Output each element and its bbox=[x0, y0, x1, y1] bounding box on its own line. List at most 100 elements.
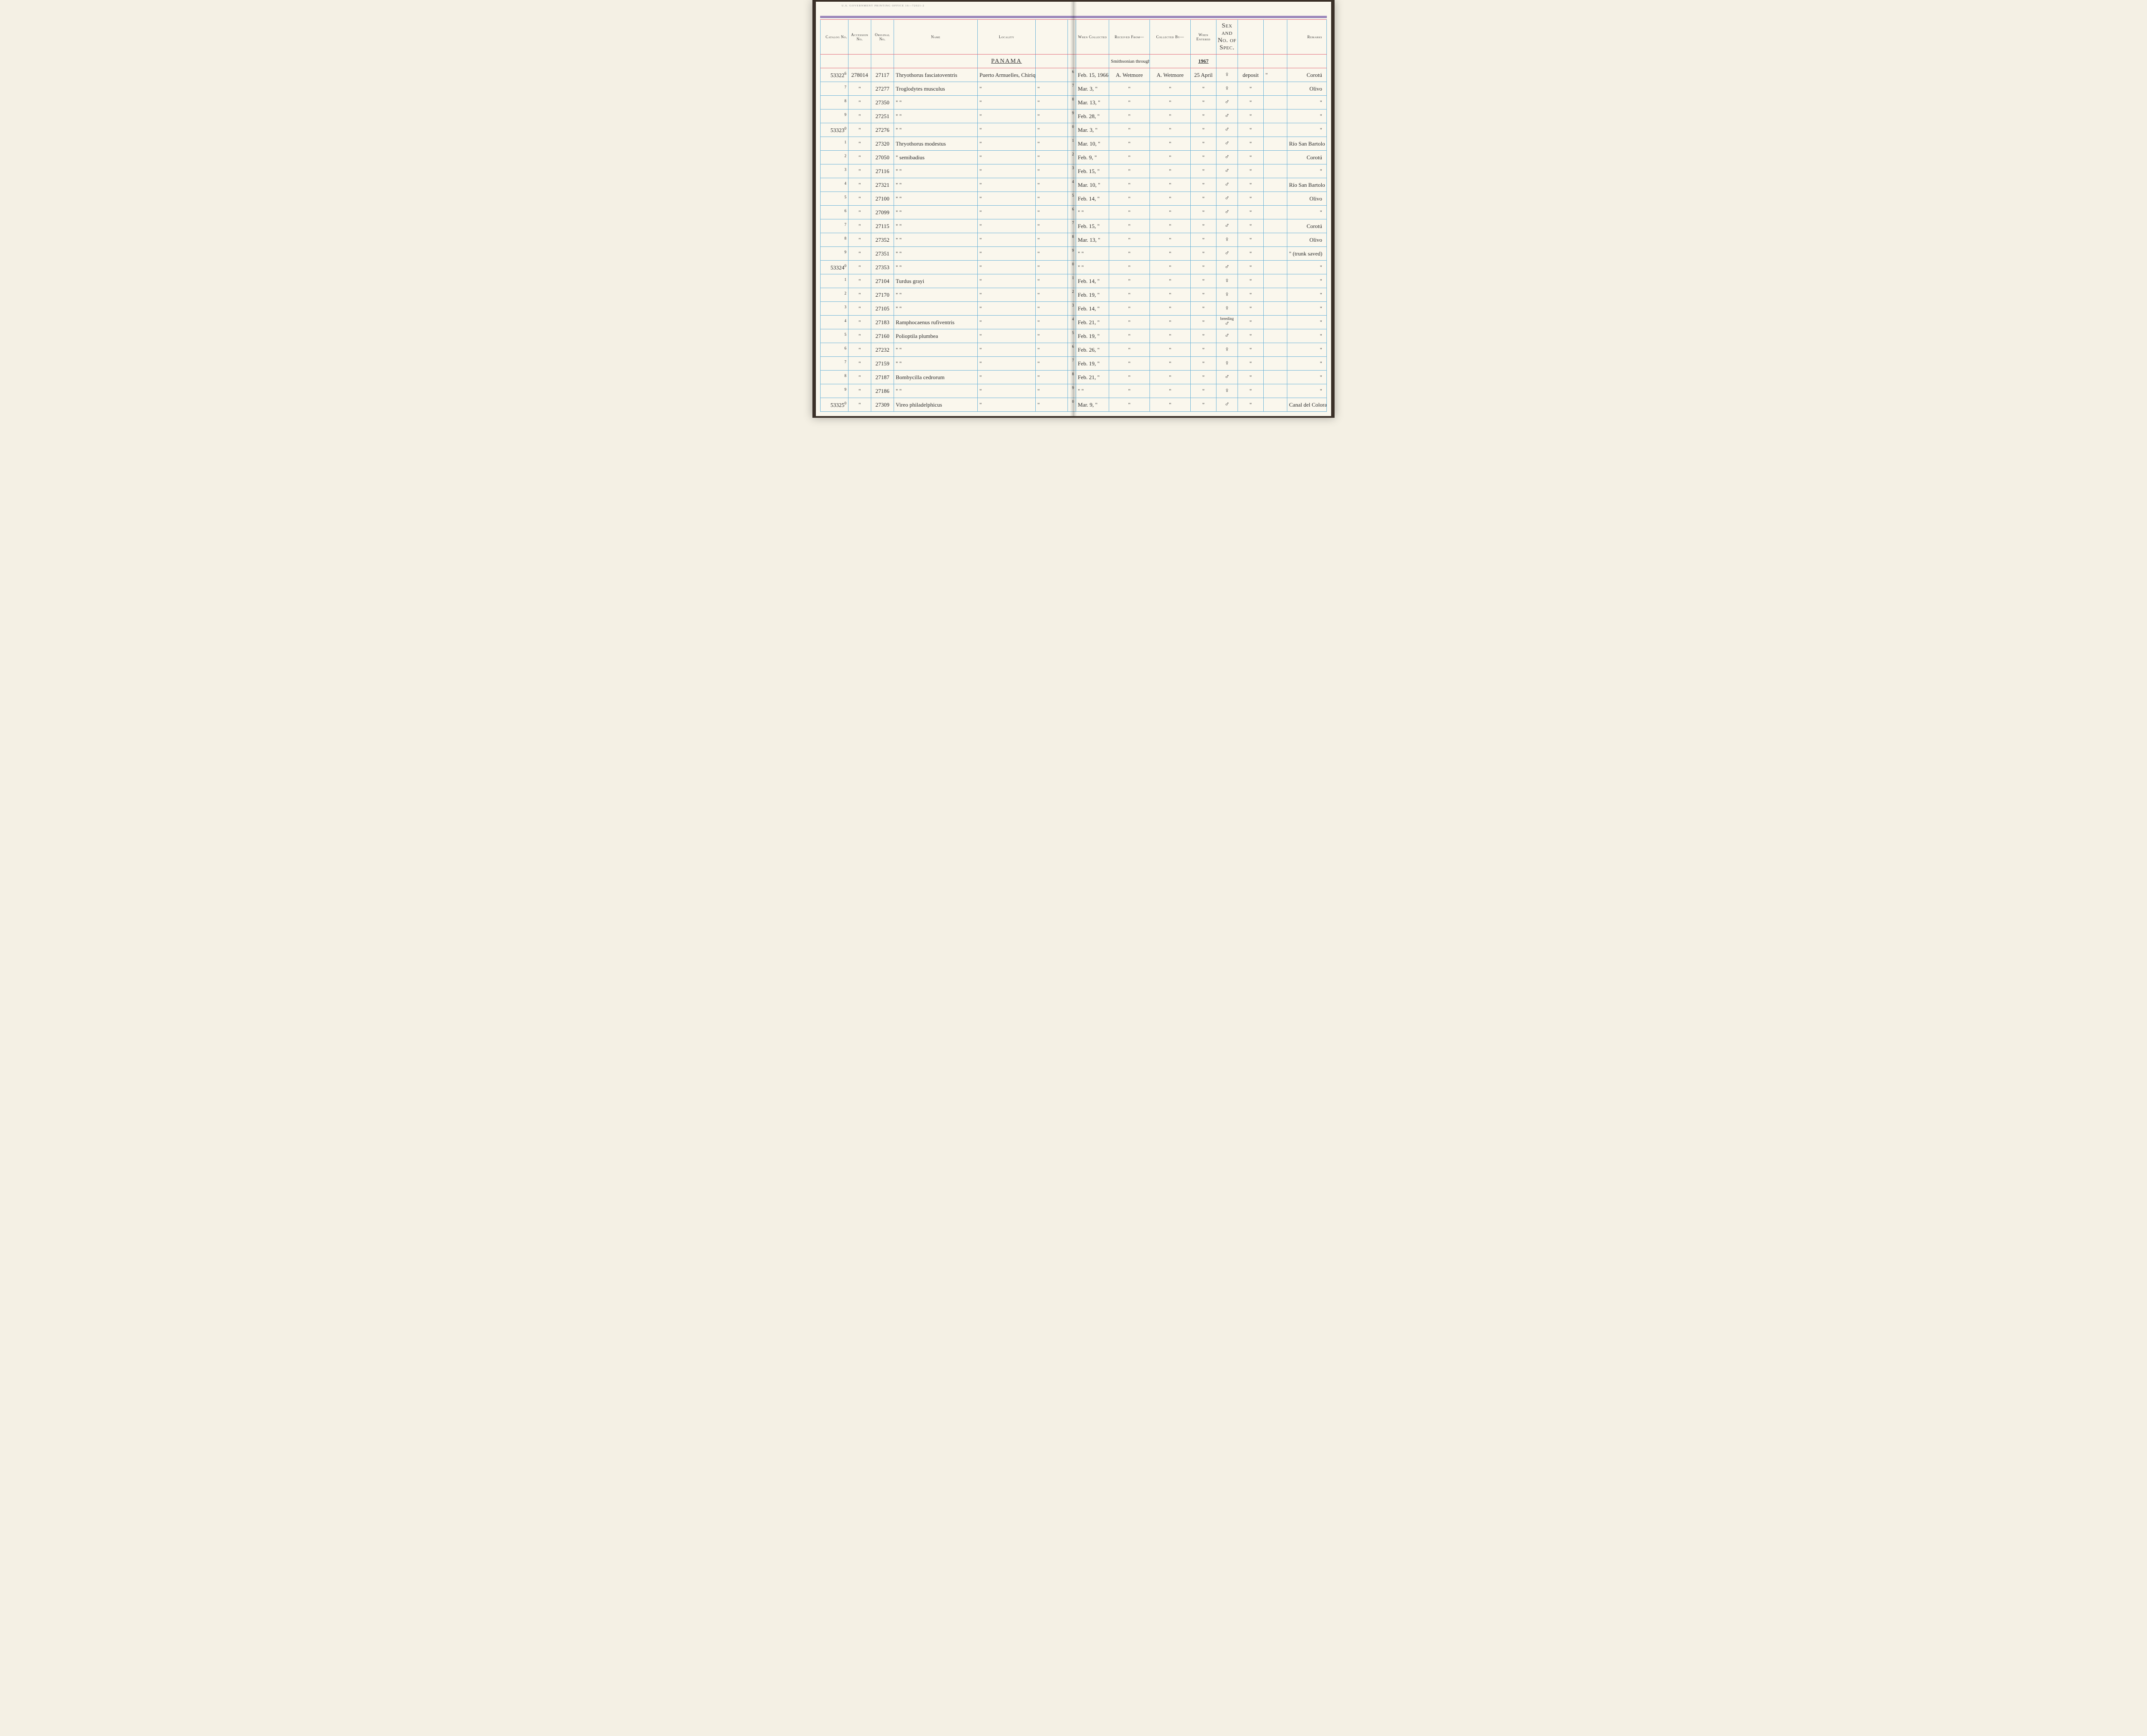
cell-name: " " bbox=[894, 219, 978, 233]
cell-locality: " bbox=[978, 178, 1036, 192]
cell-name: Polioptila plumbea bbox=[894, 329, 978, 343]
cell-entered: " bbox=[1191, 96, 1216, 109]
cell-blank3 bbox=[1264, 357, 1287, 371]
cell-blank1: " bbox=[1036, 233, 1068, 247]
cell-blank1: " bbox=[1036, 206, 1068, 219]
cell-original: 27187 bbox=[871, 371, 894, 384]
cell-collby: " bbox=[1150, 137, 1191, 151]
cell-entered: " bbox=[1191, 137, 1216, 151]
cell-name: Troglodytes musculus bbox=[894, 82, 978, 96]
cell-remarks: " bbox=[1287, 343, 1327, 357]
cell-sex: ♂ bbox=[1216, 219, 1238, 233]
cell-collected: Feb. 9, " bbox=[1076, 151, 1109, 164]
cell-blank1: " bbox=[1036, 357, 1068, 371]
cell-sup: 3 bbox=[1068, 302, 1076, 316]
cell-sup: 4 bbox=[1068, 178, 1076, 192]
cell-original: 27160 bbox=[871, 329, 894, 343]
cell-accession: " bbox=[848, 357, 871, 371]
cell-collby: " bbox=[1150, 164, 1191, 178]
cell-received: " bbox=[1109, 398, 1150, 412]
cell-original: 27104 bbox=[871, 274, 894, 288]
col-header-locality: Locality bbox=[978, 20, 1036, 55]
cell-blank2: " bbox=[1238, 151, 1264, 164]
cell-blank2: " bbox=[1238, 302, 1264, 316]
cell-collby: " bbox=[1150, 151, 1191, 164]
cell-blank1: " bbox=[1036, 82, 1068, 96]
cell-blank2: " bbox=[1238, 164, 1264, 178]
cell-received: " bbox=[1109, 219, 1150, 233]
table-row: 533250"27309Vireo philadelphicus""0Mar. … bbox=[821, 398, 1327, 412]
cell-accession: " bbox=[848, 329, 871, 343]
cell-accession: " bbox=[848, 137, 871, 151]
cell-catalog: 5 bbox=[821, 329, 848, 343]
cell-original: 27116 bbox=[871, 164, 894, 178]
cell-blank3 bbox=[1264, 219, 1287, 233]
cell-blank3 bbox=[1264, 274, 1287, 288]
cell-collected: Feb. 28, " bbox=[1076, 109, 1109, 123]
table-row: 3"27105" """3Feb. 14, """"♀"" bbox=[821, 302, 1327, 316]
col-header-sup bbox=[1068, 20, 1076, 55]
cell-remarks: " bbox=[1287, 261, 1327, 274]
cell-blank1: " bbox=[1036, 316, 1068, 329]
col-header-sex: Sex and No. of Spec. bbox=[1216, 20, 1238, 55]
cell-blank3 bbox=[1264, 329, 1287, 343]
locality-section-title: PANAMA bbox=[991, 58, 1022, 64]
cell-catalog: 8 bbox=[821, 96, 848, 109]
cell-blank3 bbox=[1264, 343, 1287, 357]
cell-original: 27350 bbox=[871, 96, 894, 109]
table-row: 4"27183Ramphocaenus rufiventris""4Feb. 2… bbox=[821, 316, 1327, 329]
table-row: 9"27251" """9Feb. 28, """"♂"" bbox=[821, 109, 1327, 123]
cell-collected: " " bbox=[1076, 384, 1109, 398]
cell-name: " " bbox=[894, 288, 978, 302]
cell-name: Ramphocaenus rufiventris bbox=[894, 316, 978, 329]
cell-entered: " bbox=[1191, 151, 1216, 164]
cell-received: " bbox=[1109, 123, 1150, 137]
cell-received: " bbox=[1109, 384, 1150, 398]
cell-remarks: " bbox=[1287, 357, 1327, 371]
table-row: 7"27159" """7Feb. 19, """"♀"" bbox=[821, 357, 1327, 371]
cell-sex: ♂ bbox=[1216, 164, 1238, 178]
cell-catalog: 6 bbox=[821, 206, 848, 219]
cell-entered: " bbox=[1191, 233, 1216, 247]
cell-sup: 4 bbox=[1068, 316, 1076, 329]
cell-original: 27251 bbox=[871, 109, 894, 123]
cell-sex: ♂ bbox=[1216, 178, 1238, 192]
cell-blank2: " bbox=[1238, 357, 1264, 371]
cell-locality: " bbox=[978, 261, 1036, 274]
cell-blank3 bbox=[1264, 384, 1287, 398]
cell-collected: " " bbox=[1076, 247, 1109, 261]
cell-name: Thryothorus modestus bbox=[894, 137, 978, 151]
cell-blank1: " bbox=[1036, 164, 1068, 178]
cell-locality: " bbox=[978, 288, 1036, 302]
cell-accession: " bbox=[848, 96, 871, 109]
cell-blank1: " bbox=[1036, 219, 1068, 233]
cell-sex: ♂ bbox=[1216, 109, 1238, 123]
cell-name: Vireo philadelphicus bbox=[894, 398, 978, 412]
cell-sup: 1 bbox=[1068, 137, 1076, 151]
cell-blank2: " bbox=[1238, 384, 1264, 398]
cell-sup: 8 bbox=[1068, 233, 1076, 247]
cell-remarks: " bbox=[1287, 329, 1327, 343]
table-row: 9"27186" """9" """"♀"" bbox=[821, 384, 1327, 398]
cell-collected: Mar. 10, " bbox=[1076, 137, 1109, 151]
cell-blank3 bbox=[1264, 82, 1287, 96]
cell-blank1: " bbox=[1036, 151, 1068, 164]
cell-original: 27115 bbox=[871, 219, 894, 233]
cell-sex: ♀ bbox=[1216, 288, 1238, 302]
cell-received: " bbox=[1109, 247, 1150, 261]
cell-blank3 bbox=[1264, 109, 1287, 123]
table-head: Catalog No. Accession No. Original No. N… bbox=[821, 20, 1327, 55]
cell-original: 27232 bbox=[871, 343, 894, 357]
table-row: 5"27100" """5Feb. 14, """"♂"Olivo bbox=[821, 192, 1327, 206]
cell-received: " bbox=[1109, 164, 1150, 178]
cell-name: " " bbox=[894, 247, 978, 261]
cell-sup: 5 bbox=[1068, 329, 1076, 343]
cell-collected: Feb. 14, " bbox=[1076, 302, 1109, 316]
cell-name: Thryothorus fasciatoventris bbox=[894, 68, 978, 82]
cell-received: " bbox=[1109, 274, 1150, 288]
cell-blank3 bbox=[1264, 261, 1287, 274]
cell-catalog: 533250 bbox=[821, 398, 848, 412]
cell-catalog: 6 bbox=[821, 343, 848, 357]
cell-collby: " bbox=[1150, 192, 1191, 206]
cell-received: " bbox=[1109, 178, 1150, 192]
